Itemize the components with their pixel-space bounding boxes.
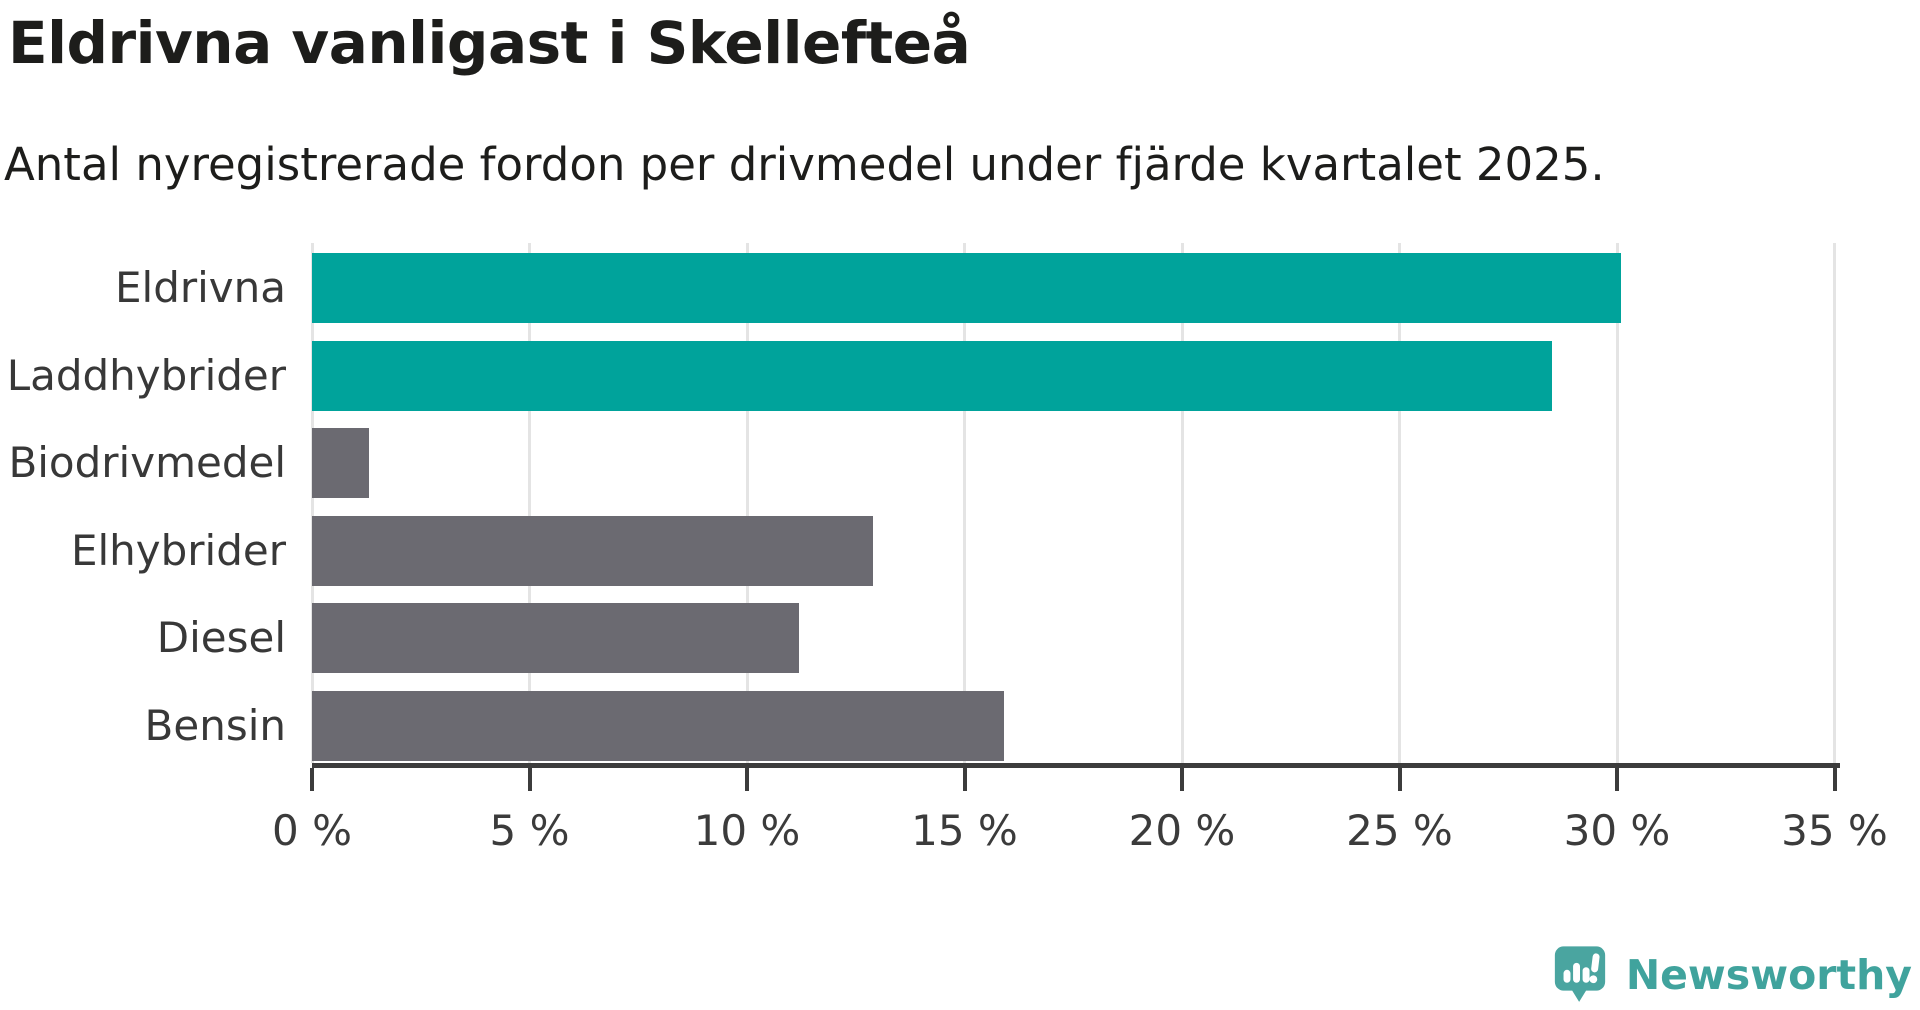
tick-mark-35	[1832, 768, 1837, 791]
tick-mark-20	[1180, 768, 1184, 791]
gridline-25	[1398, 243, 1401, 763]
category-label-biodrivmedel: Biodrivmedel	[8, 438, 286, 487]
tick-mark-0	[310, 768, 314, 791]
x-axis-line	[312, 763, 1840, 768]
chart-subtitle: Antal nyregistrerade fordon per drivmede…	[4, 138, 1605, 191]
bar-bensin	[312, 690, 1004, 761]
bar-biodrivmedel	[312, 428, 369, 498]
tick-mark-5	[527, 768, 532, 791]
chart-title: Eldrivna vanligast i Skellefteå	[8, 9, 971, 77]
newsworthy-logo-icon	[1554, 946, 1605, 1002]
bar-elhybrider	[312, 515, 874, 586]
tick-label-35: 35 %	[1781, 806, 1888, 855]
brand-footer: Newsworthy	[1554, 945, 1912, 1005]
tick-label-5: 5 %	[489, 806, 570, 855]
tick-label-10: 10 %	[693, 806, 801, 855]
tick-mark-10	[745, 768, 749, 791]
category-label-bensin: Bensin	[144, 700, 286, 750]
tick-mark-30	[1615, 768, 1619, 791]
bar-diesel	[312, 603, 800, 673]
gridline-35	[1833, 243, 1836, 763]
category-label-elhybrider: Elhybrider	[70, 525, 286, 575]
tick-label-15: 15 %	[911, 806, 1018, 855]
bar-eldrivna	[312, 253, 1622, 323]
plot-area: 0 % 5 % 10 % 15 % 20 % 25 % 30 % 35 %	[272, 243, 1888, 855]
bar-laddhybrider	[312, 340, 1552, 411]
gridline-30	[1615, 243, 1619, 763]
category-label-eldrivna: Eldrivna	[114, 263, 286, 312]
tick-mark-15	[962, 768, 967, 791]
tick-label-25: 25 %	[1346, 806, 1453, 855]
tick-mark-25	[1397, 768, 1402, 791]
tick-label-0: 0 %	[272, 806, 352, 855]
gridline-0	[310, 243, 314, 763]
tick-label-30: 30 %	[1563, 806, 1671, 855]
gridline-10	[745, 243, 749, 763]
tick-label-20: 20 %	[1128, 806, 1236, 855]
category-label-laddhybrider: Laddhybrider	[6, 350, 286, 400]
category-label-diesel: Diesel	[156, 613, 286, 662]
gridline-20	[1180, 243, 1184, 763]
gridline-15	[963, 243, 966, 763]
brand-name: Newsworthy	[1625, 951, 1912, 999]
gridline-5	[528, 243, 531, 763]
